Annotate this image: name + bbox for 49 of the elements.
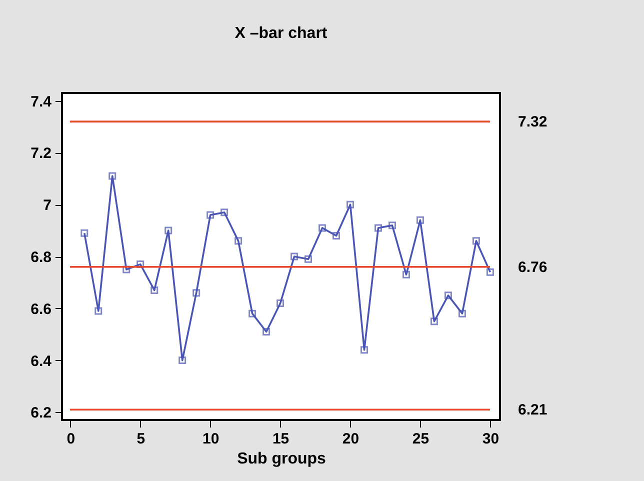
- y-tick-label: 7.4: [30, 93, 52, 110]
- point: [402, 270, 410, 278]
- point: [276, 299, 284, 307]
- ref-line-label: 7.32: [518, 114, 548, 131]
- point: [304, 255, 312, 263]
- point: [80, 229, 88, 237]
- x-tick-label: 20: [342, 430, 360, 448]
- point: [430, 318, 438, 326]
- point: [192, 289, 200, 297]
- x-tick-label: 0: [66, 430, 76, 448]
- point: [248, 310, 256, 318]
- point: [374, 224, 382, 232]
- point: [108, 172, 116, 180]
- point: [122, 266, 130, 274]
- ref-line-label: 6.21: [518, 402, 548, 419]
- y-tick-label: 6.2: [30, 404, 52, 422]
- point: [388, 222, 396, 230]
- point: [94, 307, 102, 315]
- point: [164, 226, 172, 234]
- y-tick-label: 6.8: [30, 249, 52, 266]
- point: [472, 237, 480, 245]
- point: [290, 252, 298, 260]
- x-tick-label: 10: [202, 430, 220, 448]
- point: [178, 356, 186, 364]
- y-tick-label: 7: [43, 197, 52, 214]
- y-tick-label: 6.6: [30, 300, 52, 318]
- point: [150, 286, 158, 294]
- point: [206, 211, 214, 219]
- point: [136, 260, 144, 268]
- x-tick-label: 25: [412, 430, 430, 448]
- x-tick-label: 15: [272, 430, 290, 448]
- point: [416, 216, 424, 224]
- point: [458, 310, 466, 318]
- x-tick-label: 5: [136, 430, 146, 448]
- point: [444, 292, 452, 300]
- point: [346, 200, 354, 208]
- y-tick-label: 7.2: [30, 145, 52, 162]
- chart-title: X –bar chart: [234, 25, 328, 42]
- point: [262, 328, 270, 336]
- x-axis-title: Sub groups: [237, 450, 326, 468]
- ref-line-label: 6.76: [518, 258, 548, 276]
- point: [318, 224, 326, 232]
- point: [234, 237, 242, 245]
- x-tick-label: 30: [482, 430, 500, 448]
- y-tick-label: 6.4: [30, 352, 52, 370]
- point: [220, 208, 228, 216]
- point: [486, 268, 494, 276]
- point: [332, 232, 340, 240]
- point: [360, 346, 368, 354]
